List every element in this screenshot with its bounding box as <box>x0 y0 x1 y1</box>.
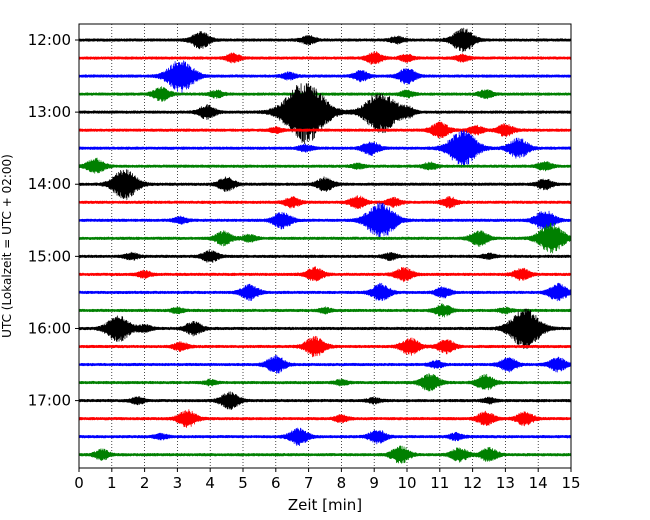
trace-line <box>78 445 572 464</box>
trace-line <box>78 195 572 209</box>
x-tick-label: 10 <box>397 474 416 492</box>
x-tick-label: 8 <box>337 474 347 492</box>
x-tick-label: 6 <box>271 474 281 492</box>
trace-line <box>78 282 572 302</box>
trace-line <box>78 391 572 411</box>
trace-line <box>78 354 572 374</box>
trace-line <box>78 303 572 318</box>
x-tick-label: 3 <box>173 474 183 492</box>
trace-line <box>78 82 572 145</box>
x-tick-label: 9 <box>369 474 379 492</box>
trace-line <box>78 51 572 65</box>
y-tick-label: 13:00 <box>28 103 71 121</box>
y-axis-ticks: 12:00 13:00 14:00 15:00 16:00 17:00 <box>28 31 79 410</box>
seismic-traces <box>78 27 572 464</box>
y-tick-label: 17:00 <box>28 392 71 410</box>
x-axis-ticks: 0 1 2 3 4 5 6 7 8 9 10 11 12 13 14 15 <box>74 468 581 492</box>
trace-line <box>78 60 572 94</box>
x-tick-label: 2 <box>140 474 150 492</box>
x-tick-label: 11 <box>430 474 449 492</box>
trace-line <box>78 308 572 349</box>
trace-line <box>78 373 572 392</box>
trace-line <box>78 27 572 53</box>
trace-line <box>78 409 572 428</box>
x-tick-label: 5 <box>238 474 248 492</box>
trace-line <box>78 169 572 200</box>
x-tick-label: 15 <box>561 474 580 492</box>
x-tick-label: 14 <box>529 474 548 492</box>
trace-line <box>78 335 572 358</box>
x-tick-label: 1 <box>107 474 117 492</box>
trace-line <box>78 222 572 254</box>
trace-line <box>78 157 572 174</box>
trace-line <box>78 266 572 283</box>
y-tick-label: 15:00 <box>28 247 71 265</box>
y-axis-label: UTC (Lokalzeit = UTC + 02:00) <box>0 154 14 338</box>
y-tick-label: 16:00 <box>28 319 71 337</box>
x-tick-label: 12 <box>463 474 482 492</box>
trace-line <box>78 427 572 446</box>
x-tick-label: 0 <box>74 474 84 492</box>
trace-line <box>78 249 572 264</box>
x-tick-label: 4 <box>205 474 215 492</box>
plot-frame <box>78 23 572 469</box>
trace-line <box>78 202 572 240</box>
trace-line <box>78 121 572 139</box>
x-axis-label: Zeit [min] <box>288 496 362 514</box>
trace-line <box>78 129 572 168</box>
trace-line <box>78 86 572 102</box>
y-tick-label: 14:00 <box>28 175 71 193</box>
x-tick-label: 7 <box>304 474 314 492</box>
x-tick-label: 13 <box>496 474 515 492</box>
y-tick-label: 12:00 <box>28 31 71 49</box>
